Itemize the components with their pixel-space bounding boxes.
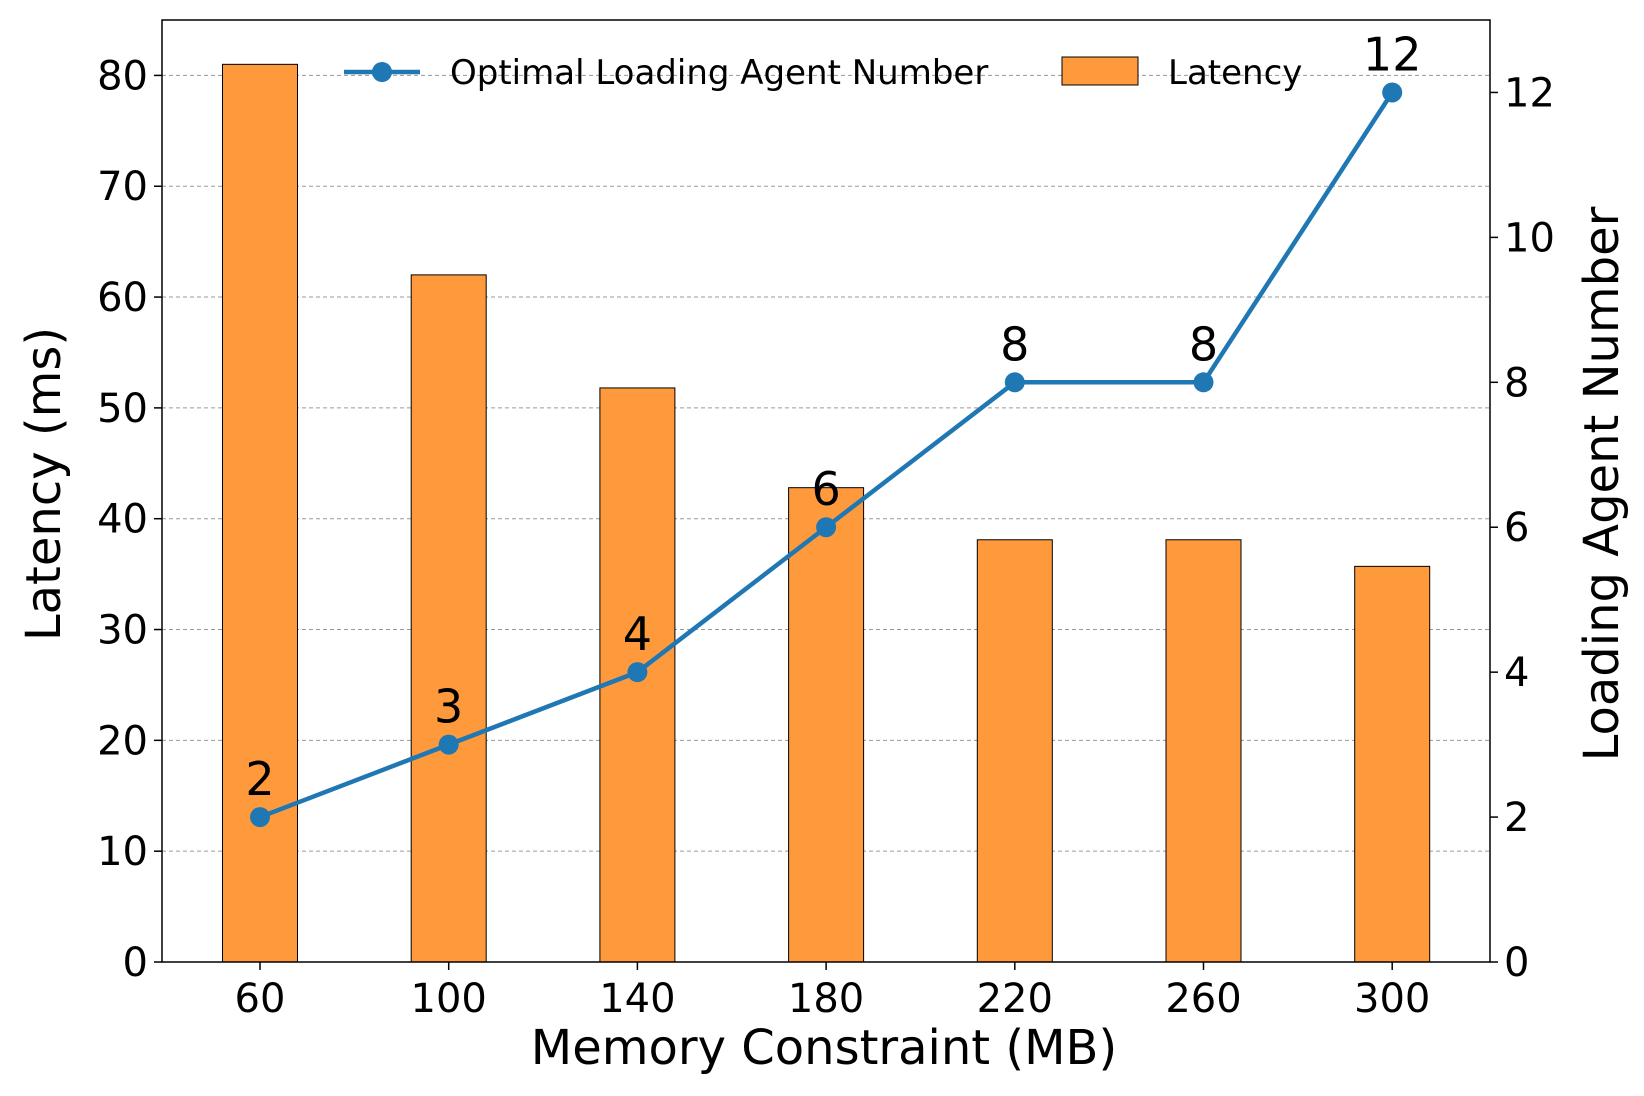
bar-180 bbox=[788, 487, 865, 963]
line-point-140 bbox=[627, 662, 648, 683]
x-tick-label-260: 260 bbox=[1165, 976, 1241, 1022]
point-labels: 2 3 4 6 8 8 12 bbox=[245, 27, 1421, 806]
line-point-100 bbox=[438, 734, 459, 755]
y-tick-label-40: 40 bbox=[97, 497, 148, 543]
point-label-140: 4 bbox=[623, 607, 652, 661]
legend-label-line: Optimal Loading Agent Number bbox=[450, 53, 988, 93]
bar-100 bbox=[410, 274, 487, 963]
line-point-220 bbox=[1004, 372, 1025, 393]
line-point-260 bbox=[1193, 372, 1214, 393]
legend-bar-swatch bbox=[1061, 56, 1139, 86]
y-tick-label-0: 0 bbox=[123, 940, 148, 986]
legend: Optimal Loading Agent Number Latency bbox=[344, 53, 1302, 93]
point-label-100: 3 bbox=[434, 680, 463, 734]
y2-tick-label-10: 10 bbox=[1504, 215, 1555, 261]
line-point-300 bbox=[1382, 82, 1403, 103]
gridlines bbox=[162, 74, 1490, 852]
x-tick-label-140: 140 bbox=[599, 976, 675, 1022]
line-point-60 bbox=[250, 807, 270, 828]
y2-tick-label-4: 4 bbox=[1504, 650, 1529, 696]
line-series bbox=[250, 82, 1403, 828]
y-tick-label-20: 20 bbox=[97, 718, 148, 764]
bar-300 bbox=[1354, 565, 1431, 963]
bar-60 bbox=[222, 63, 298, 963]
x-tick-label-60: 60 bbox=[235, 976, 286, 1022]
y2-axis-title: Loading Agent Number bbox=[1574, 206, 1630, 761]
y2-tick-label-8: 8 bbox=[1504, 360, 1529, 406]
x-tick-label-300: 300 bbox=[1354, 976, 1430, 1022]
y-tick-label-50: 50 bbox=[97, 386, 148, 432]
x-axis-title: Memory Constraint (MB) bbox=[531, 1020, 1117, 1076]
bars bbox=[222, 63, 1431, 963]
y2-tick-label-6: 6 bbox=[1504, 505, 1529, 551]
y2-tick-label-0: 0 bbox=[1504, 940, 1529, 986]
y-tick-label-70: 70 bbox=[97, 164, 148, 210]
point-label-180: 6 bbox=[811, 462, 840, 516]
y-tick-label-30: 30 bbox=[97, 608, 148, 654]
x-tick-label-220: 220 bbox=[977, 976, 1053, 1022]
y-tick-label-10: 10 bbox=[97, 829, 148, 875]
point-label-60: 2 bbox=[245, 752, 274, 806]
legend-line-marker bbox=[372, 62, 392, 82]
y-tick-label-80: 80 bbox=[97, 53, 148, 99]
point-label-260: 8 bbox=[1189, 317, 1218, 371]
y2-ticks: 0 2 4 6 8 10 12 bbox=[1490, 70, 1555, 986]
legend-label-bar: Latency bbox=[1168, 53, 1302, 93]
x-ticks: 60 100 140 180 220 260 300 bbox=[235, 962, 1430, 1022]
x-tick-label-100: 100 bbox=[411, 976, 487, 1022]
line-point-180 bbox=[816, 517, 837, 538]
point-label-300: 12 bbox=[1363, 27, 1422, 81]
bar-220 bbox=[976, 539, 1053, 963]
y-ticks: 0 10 20 30 40 50 60 70 80 bbox=[97, 53, 162, 986]
y2-tick-label-12: 12 bbox=[1504, 70, 1555, 116]
y-tick-label-60: 60 bbox=[97, 275, 148, 321]
bar-260 bbox=[1165, 539, 1242, 963]
x-tick-label-180: 180 bbox=[788, 976, 864, 1022]
point-label-220: 8 bbox=[1000, 317, 1029, 371]
y2-tick-label-2: 2 bbox=[1504, 795, 1529, 841]
y-axis-title: Latency (ms) bbox=[16, 327, 72, 641]
